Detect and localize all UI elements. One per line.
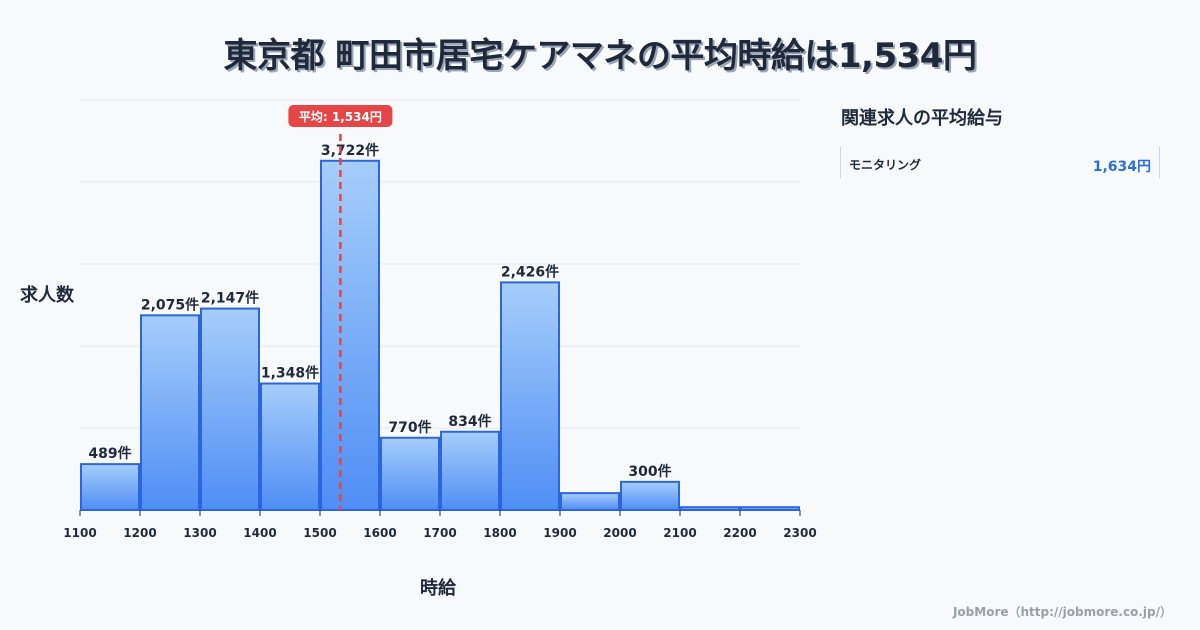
x-tick-label: 2100 [663,526,696,540]
histogram-bar[interactable] [140,314,200,511]
bar-value-label: 489件 [88,445,131,462]
x-tick-label: 1300 [183,526,216,540]
x-tick-label: 2200 [723,526,756,540]
related-job-salary: 1,634円 [1092,159,1151,175]
x-axis: 1100 1200 1300 1400 1500 1600 1700 1800 1900 2000… [63,510,817,540]
x-tick-label: 1400 [243,526,276,540]
bar-labels: 489件 2,075件 2,147件 1,348件 3,722件 770件 834件 2,42… [88,142,671,480]
x-tick-label: 2000 [603,526,636,540]
histogram-bar[interactable] [620,480,680,511]
related-salary-item[interactable]: モニタリング 1,634円 [840,146,1160,178]
bar-value-label: 3,722件 [321,142,379,159]
x-tick-label: 2300 [783,526,816,540]
bar-value-label: 834件 [448,413,491,430]
mean-marker: 平均: 1,534円 [288,105,393,510]
mean-badge [288,105,393,127]
x-tick-label: 1600 [363,526,396,540]
x-axis-label: 時給 [420,578,456,599]
x-tick-label: 1800 [483,526,516,540]
histogram-bar[interactable] [500,281,560,511]
histogram-bar[interactable] [380,436,440,512]
y-axis-label: 求人数 [20,285,74,306]
bar-value-label: 2,075件 [141,296,199,313]
bars [80,159,800,512]
related-salaries-title: 関連求人の平均給与 [841,108,1003,129]
histogram-bar[interactable] [560,492,620,511]
histogram-bar[interactable] [200,307,260,511]
bar-value-label: 2,426件 [501,263,559,280]
footer-credit: JobMore（http://jobmore.co.jp/） [952,605,1172,619]
histogram-bar[interactable] [740,506,800,512]
bar-value-label: 770件 [388,419,431,436]
x-tick-label: 1200 [123,526,156,540]
x-tick-label: 1500 [303,526,336,540]
histogram-bar[interactable] [440,430,500,512]
x-tick-label: 1900 [543,526,576,540]
bar-value-label: 300件 [628,463,671,480]
bar-value-label: 2,147件 [201,290,259,307]
x-tick-label: 1700 [423,526,456,540]
x-tick-label: 1100 [63,526,96,540]
bar-value-label: 1,348件 [261,365,319,382]
mean-label: 平均: 1,534円 [299,109,382,124]
histogram-bar[interactable] [680,506,740,512]
page-title: 東京都 町田市居宅ケアマネの平均時給は1,534円 [223,36,977,76]
related-job-name: モニタリング [849,158,922,172]
histogram-bar[interactable] [320,159,380,512]
histogram-bar[interactable] [80,463,140,511]
histogram-bar[interactable] [260,382,320,511]
